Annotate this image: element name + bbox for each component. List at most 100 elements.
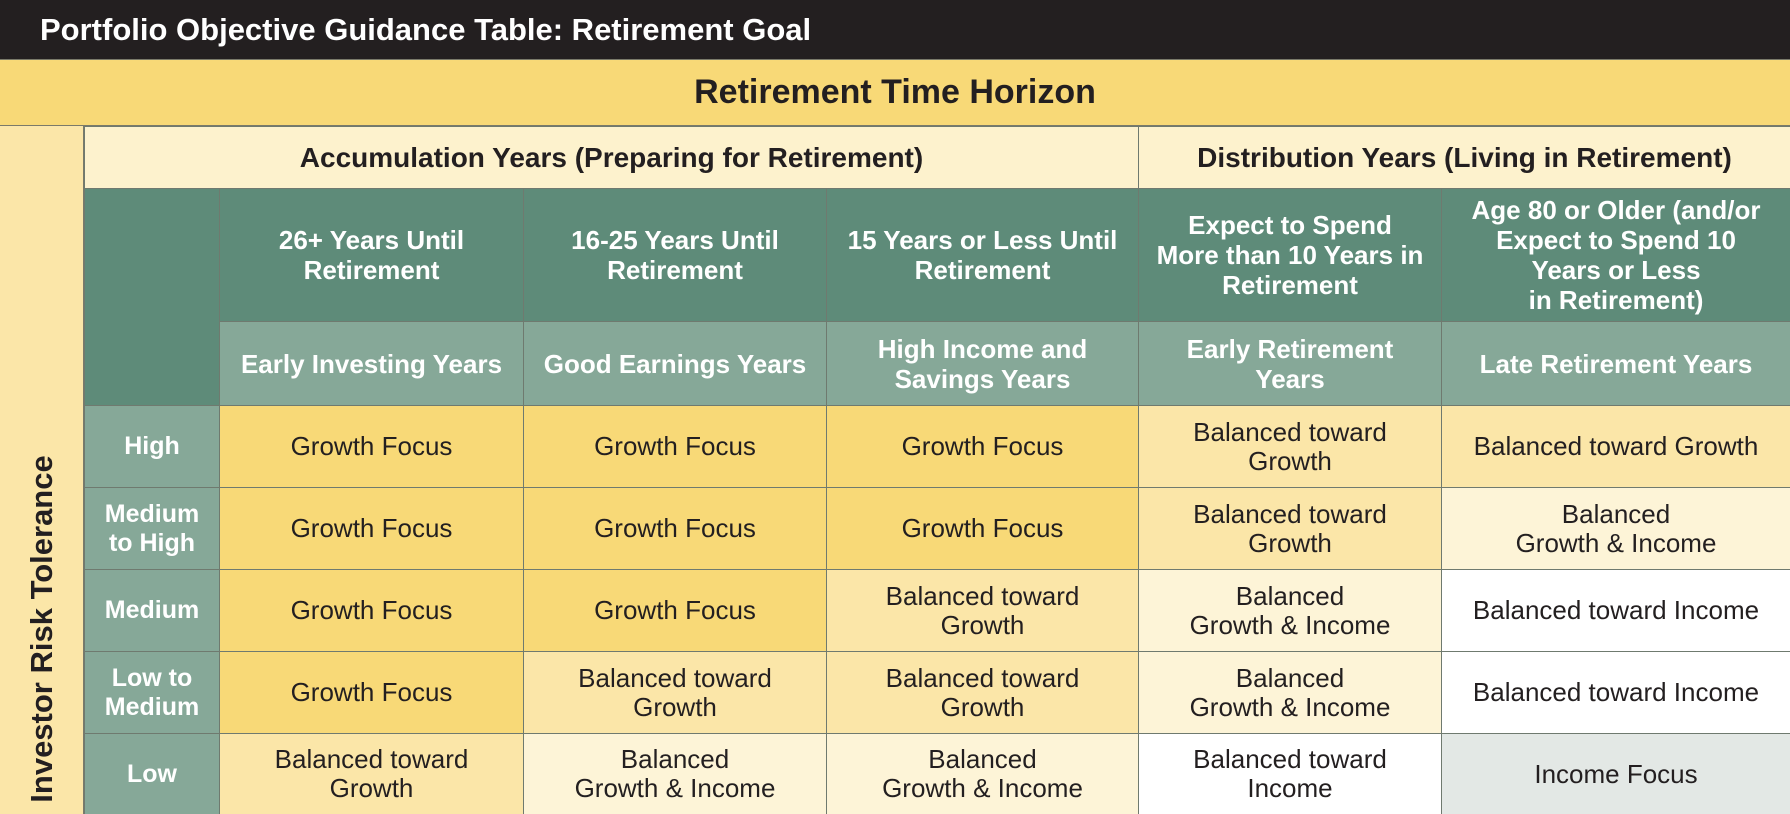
stage-header-line: High Income and bbox=[877, 333, 1088, 364]
stage-header-line: Early Retirement bbox=[1186, 333, 1394, 364]
objective-line: Balanced toward Growth bbox=[1473, 431, 1759, 461]
objective-line: Balanced bbox=[620, 744, 730, 774]
objective-cell: Growth Focus bbox=[523, 405, 827, 488]
objective-line: Balanced bbox=[1235, 662, 1345, 693]
guidance-table: Accumulation Years (Preparing for Retire… bbox=[84, 126, 1790, 814]
risk-level-label: Medium to High bbox=[84, 487, 220, 570]
column-header-2: 16-25 Years Until Retirement bbox=[523, 188, 827, 322]
objective-line: Balanced toward Income bbox=[1472, 595, 1760, 625]
objective-cell: Balanced Growth & Income bbox=[826, 733, 1139, 814]
objective-line: Growth & Income bbox=[1189, 691, 1391, 722]
objective-line: Balanced toward bbox=[1193, 744, 1387, 774]
objective-line: Balanced toward bbox=[1193, 416, 1387, 447]
objective-line: Income Focus bbox=[1534, 758, 1698, 789]
objective-line: Growth & Income bbox=[574, 773, 776, 803]
stage-header-line: Savings Years bbox=[894, 363, 1071, 394]
page-title: Portfolio Objective Guidance Table: Reti… bbox=[0, 0, 1790, 59]
stage-header-5: Late Retirement Years bbox=[1441, 321, 1790, 406]
objective-cell: Balanced toward Income bbox=[1441, 569, 1790, 652]
risk-level-label: Low to Medium bbox=[84, 651, 220, 734]
objective-line: Growth Focus bbox=[290, 677, 453, 707]
objective-cell: Balanced Growth & Income bbox=[523, 733, 827, 814]
objective-line: Balanced toward bbox=[1193, 498, 1387, 529]
objective-line: Growth bbox=[1248, 527, 1332, 558]
objective-line: Balanced toward bbox=[274, 744, 469, 774]
risk-axis-label: Investor Risk Tolerance bbox=[24, 455, 59, 803]
column-header-line: Expect to Spend bbox=[1188, 210, 1392, 240]
objective-line: Growth Focus bbox=[594, 431, 756, 461]
column-header-1: 26+ Years Until Retirement bbox=[219, 188, 524, 322]
column-header-line: in Retirement) bbox=[1528, 285, 1704, 315]
objective-line: Balanced bbox=[1561, 498, 1671, 529]
horizon-header: Retirement Time Horizon bbox=[0, 59, 1790, 126]
objective-cell: Balanced toward Growth bbox=[1138, 487, 1442, 570]
table-row: Medium to High Growth Focus Growth Focus Gro… bbox=[84, 487, 1790, 570]
risk-level-line: High bbox=[124, 432, 180, 460]
table-row: Low Balanced toward Growth Balanced Growth &… bbox=[84, 733, 1790, 814]
column-header-line: 16-25 Years Until bbox=[571, 225, 779, 255]
objective-cell: Balanced toward Growth bbox=[826, 569, 1139, 652]
stage-header-line: Early Investing Years bbox=[240, 348, 503, 379]
risk-level-label: High bbox=[84, 405, 220, 488]
objective-line: Growth Focus bbox=[290, 431, 453, 461]
objective-line: Balanced bbox=[1235, 580, 1345, 611]
objective-cell: Balanced toward Growth bbox=[1441, 405, 1790, 488]
objective-line: Growth bbox=[940, 691, 1025, 722]
objective-line: Growth bbox=[329, 773, 414, 803]
table-row: Medium Growth Focus Growth Focus Balanced t… bbox=[84, 569, 1790, 652]
objective-cell: Balanced toward Income bbox=[1138, 733, 1442, 814]
objective-line: Balanced toward bbox=[578, 662, 772, 693]
risk-axis-column: Investor Risk Tolerance bbox=[0, 126, 84, 814]
objective-line: Growth & Income bbox=[1189, 609, 1391, 640]
objective-line: Growth Focus bbox=[290, 595, 453, 625]
column-header-line: Retirement bbox=[607, 255, 743, 285]
risk-level-line: to High bbox=[108, 528, 196, 557]
column-header-line: Years or Less bbox=[1531, 255, 1701, 285]
objective-cell: Balanced toward Growth bbox=[826, 651, 1139, 734]
stage-header-line: Late Retirement Years bbox=[1479, 348, 1753, 379]
objective-cell: Income Focus bbox=[1441, 733, 1790, 814]
column-header-line: 15 Years or Less Until bbox=[847, 225, 1118, 255]
objective-line: Income bbox=[1247, 773, 1333, 803]
objective-cell: Balanced Growth & Income bbox=[1138, 569, 1442, 652]
column-header-line: Retirement bbox=[1222, 270, 1358, 300]
objective-line: Growth & Income bbox=[1515, 527, 1717, 558]
objective-line: Growth bbox=[1248, 445, 1332, 476]
objective-cell: Growth Focus bbox=[523, 487, 827, 570]
objective-cell: Balanced toward Growth bbox=[523, 651, 827, 734]
stage-header-3: High Income and Savings Years bbox=[826, 321, 1139, 406]
objective-cell: Growth Focus bbox=[219, 651, 524, 734]
objective-line: Balanced toward Income bbox=[1472, 677, 1760, 707]
objective-cell: Growth Focus bbox=[523, 569, 827, 652]
objective-line: Growth bbox=[633, 691, 717, 722]
objective-line: Growth & Income bbox=[882, 773, 1083, 803]
column-header-line: 26+ Years Until bbox=[278, 225, 465, 255]
objective-cell: Growth Focus bbox=[219, 487, 524, 570]
risk-level-label: Low bbox=[84, 733, 220, 814]
risk-level-line: Low bbox=[127, 759, 177, 788]
risk-level-line: Medium bbox=[104, 692, 200, 721]
stage-header-1: Early Investing Years bbox=[219, 321, 524, 406]
objective-line: Growth Focus bbox=[594, 595, 756, 625]
objective-line: Growth Focus bbox=[901, 513, 1064, 543]
table-row: Low to Medium Growth Focus Balanced toward G… bbox=[84, 651, 1790, 734]
risk-level-label: Medium bbox=[84, 569, 220, 652]
column-header-line: Retirement bbox=[303, 255, 440, 285]
objective-cell: Growth Focus bbox=[826, 405, 1139, 488]
column-header-line: Expect to Spend 10 bbox=[1496, 225, 1736, 255]
objective-cell: Balanced Growth & Income bbox=[1138, 651, 1442, 734]
objective-line: Balanced bbox=[928, 744, 1037, 774]
column-header-line: More than 10 Years in bbox=[1156, 240, 1424, 270]
objective-cell: Balanced toward Growth bbox=[1138, 405, 1442, 488]
stage-header-2: Good Earnings Years bbox=[523, 321, 827, 406]
risk-level-line: Low to bbox=[111, 663, 193, 692]
phase-accumulation: Accumulation Years (Preparing for Retire… bbox=[84, 126, 1139, 189]
risk-level-line: Medium bbox=[104, 596, 200, 624]
column-header-line: Retirement bbox=[914, 255, 1051, 285]
stage-header-line: Good Earnings Years bbox=[543, 348, 807, 379]
objective-line: Balanced toward bbox=[885, 662, 1080, 693]
objective-cell: Balanced toward Income bbox=[1441, 651, 1790, 734]
objective-line: Growth Focus bbox=[290, 513, 453, 543]
objective-line: Growth bbox=[940, 609, 1025, 640]
